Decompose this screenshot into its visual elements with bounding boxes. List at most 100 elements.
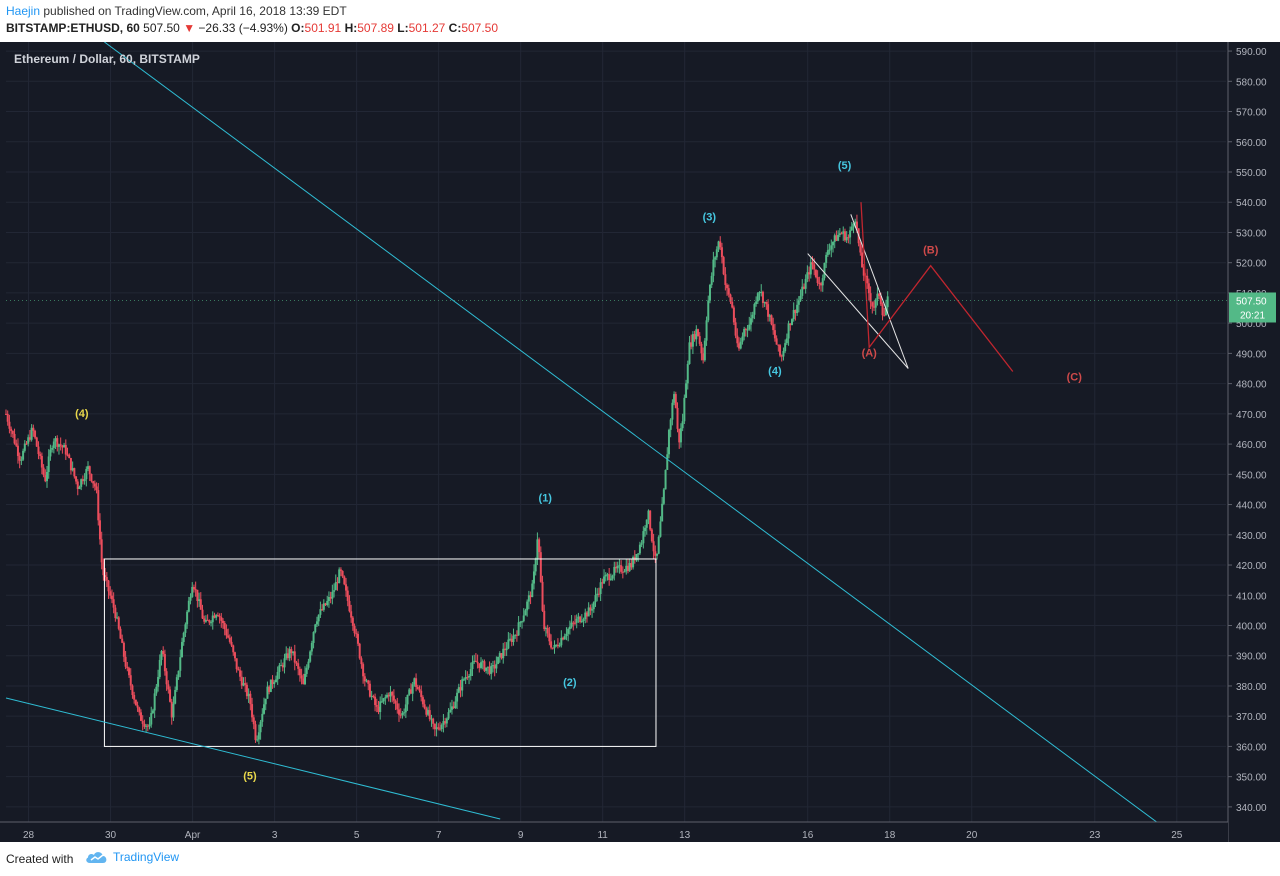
candle-body: [439, 728, 442, 730]
candle-body: [119, 628, 122, 639]
candle-body: [133, 695, 136, 700]
candle-body: [411, 684, 414, 694]
candle-body: [150, 713, 153, 725]
candle-body: [481, 661, 484, 663]
time-axis[interactable]: [0, 822, 1228, 842]
candle-body: [495, 663, 498, 669]
candle-body: [570, 622, 573, 627]
candle-body: [647, 510, 650, 520]
candle-body: [138, 707, 141, 713]
candle-body: [596, 593, 599, 596]
candle-body: [107, 580, 110, 592]
candle-body: [693, 334, 696, 340]
candle-body: [160, 651, 163, 660]
candle-body: [823, 262, 826, 279]
candle-body: [782, 351, 785, 357]
candle-body: [244, 683, 247, 685]
price-axis[interactable]: [1228, 42, 1280, 842]
close-label: C:: [448, 21, 462, 35]
candle-body: [703, 340, 706, 361]
candle-body: [515, 634, 518, 636]
publish-info: published on TradingView.com, April 16, …: [43, 4, 347, 18]
candle-body: [201, 609, 204, 619]
wave-label: (2): [563, 677, 577, 689]
candle-body: [797, 300, 800, 305]
candle-body: [457, 687, 460, 693]
candle-body: [773, 330, 776, 339]
candle-body: [656, 553, 659, 556]
candle-body: [198, 599, 201, 601]
tradingview-link[interactable]: TradingView: [85, 850, 179, 864]
candle-body: [146, 725, 149, 727]
candle-body: [315, 621, 318, 625]
author-link[interactable]: Haejin: [6, 4, 41, 18]
candle-body: [109, 591, 112, 596]
candle-body: [635, 554, 638, 561]
candle-body: [592, 602, 595, 610]
candle-body: [450, 706, 453, 710]
candle-body: [350, 611, 353, 618]
candle-body: [192, 586, 195, 590]
chart-background: [0, 42, 1280, 842]
candle-body: [367, 680, 370, 684]
candle-body: [51, 447, 54, 450]
y-tick-label: 450.00: [1236, 470, 1267, 481]
candle-body: [363, 676, 366, 682]
candle-body: [664, 469, 667, 490]
wave-label: (1): [539, 493, 553, 505]
x-tick-label: 18: [884, 830, 896, 841]
candle-body: [222, 620, 225, 623]
candle-body: [177, 670, 180, 678]
candle-body: [427, 710, 430, 715]
candle-body: [560, 637, 563, 646]
candle-body: [268, 686, 271, 692]
candle-body: [667, 429, 670, 455]
candle-body: [502, 648, 505, 659]
candle-body: [488, 666, 491, 674]
candle-body: [650, 529, 653, 542]
candle-body: [579, 616, 582, 623]
candle-body: [54, 438, 57, 442]
candle-body: [440, 724, 443, 730]
wave-label: (3): [703, 211, 717, 223]
candle-body: [691, 334, 694, 347]
price-badge-box: [1229, 292, 1276, 323]
candle-body: [462, 679, 465, 681]
candle-body: [362, 664, 365, 677]
candle-body: [157, 676, 160, 687]
candle-body: [124, 656, 127, 667]
candle-body: [191, 586, 194, 598]
candle-body: [835, 235, 838, 241]
candle-body: [93, 483, 96, 487]
x-tick-label: 30: [105, 830, 117, 841]
candle-body: [485, 667, 488, 671]
candle-body: [78, 486, 81, 490]
candle-body: [382, 698, 385, 702]
candle-body: [341, 570, 344, 577]
candle-body: [688, 342, 691, 364]
candle-body: [338, 569, 341, 584]
candle-body: [155, 686, 158, 694]
x-tick-label: 16: [802, 830, 814, 841]
candle-body: [671, 402, 674, 420]
y-tick-label: 550.00: [1236, 168, 1267, 179]
candle-body: [630, 563, 633, 568]
candle-body: [474, 660, 477, 662]
candle-body: [843, 231, 846, 241]
candle-body: [220, 617, 223, 621]
x-tick-label: 25: [1171, 830, 1183, 841]
candle-body: [804, 278, 807, 289]
tradingview-brand: TradingView: [113, 850, 180, 864]
candle-body: [478, 663, 481, 668]
price-chart[interactable]: (4)(5)(1)(2)(3)(4)(5)(A)(B)(C) 340.00350…: [0, 42, 1280, 842]
upper-trendline: [104, 42, 1185, 842]
candle-body: [594, 595, 597, 603]
candle-body: [399, 714, 402, 716]
candle-body: [216, 615, 219, 617]
x-tick-label: 13: [679, 830, 691, 841]
y-tick-label: 400.00: [1236, 621, 1267, 632]
candle-body: [273, 682, 276, 685]
candle-body: [524, 610, 527, 616]
candle-body: [708, 284, 711, 301]
candle-body: [712, 259, 715, 276]
